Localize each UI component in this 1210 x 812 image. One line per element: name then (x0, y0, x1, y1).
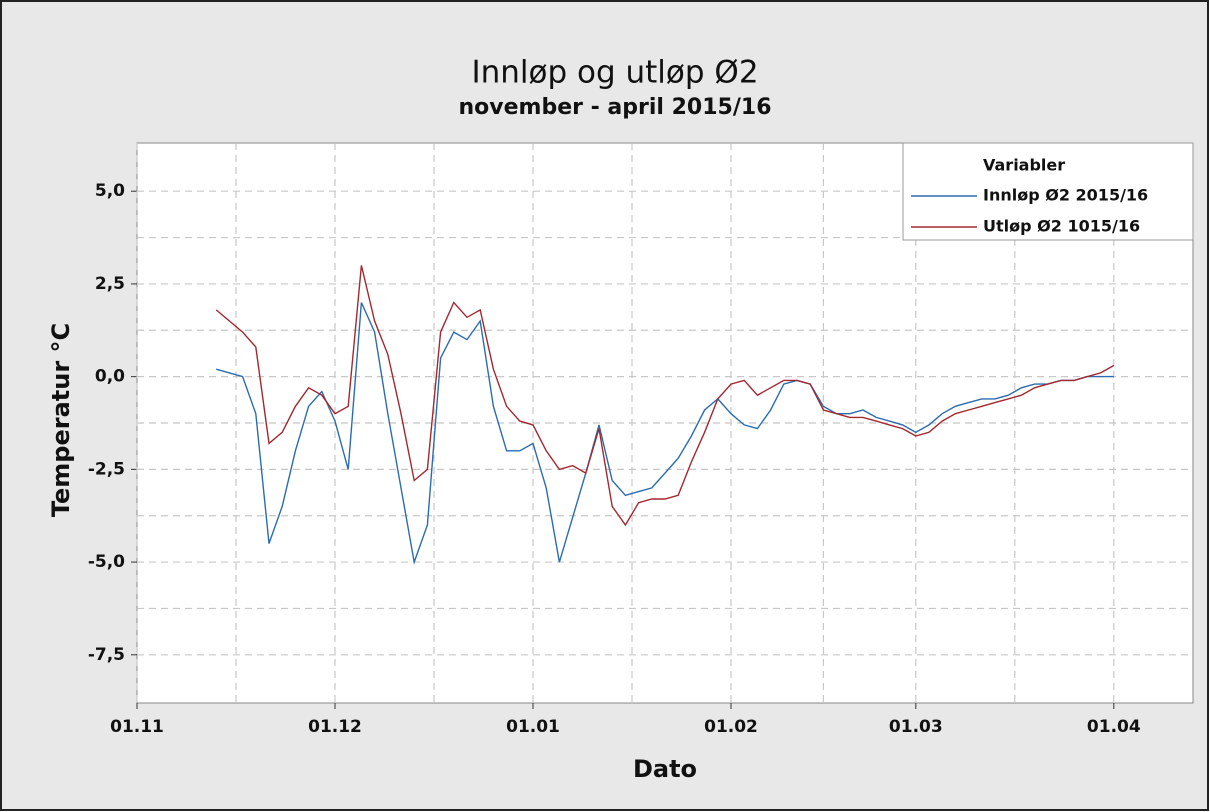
x-tick-label: 01.04 (1087, 717, 1141, 737)
y-tick-label: -7,5 (88, 645, 125, 665)
x-tick-label: 01.02 (704, 717, 758, 737)
legend-label: Innløp Ø2 2015/16 (983, 186, 1148, 205)
y-tick-label: 2,5 (95, 274, 125, 294)
x-tick-label: 01.11 (110, 717, 164, 737)
legend-label: Utløp Ø2 1015/16 (983, 217, 1140, 236)
x-tick-label: 01.12 (308, 717, 362, 737)
x-tick-label: 01.01 (506, 717, 560, 737)
chart-title: Innløp og utløp Ø2 (471, 55, 758, 91)
y-tick-label: 0,0 (95, 367, 125, 387)
y-tick-label: -5,0 (88, 552, 125, 572)
x-axis-label: Dato (633, 755, 697, 783)
y-tick-label: -2,5 (88, 459, 125, 479)
series-line (216, 302, 1114, 565)
y-tick-label: 5,0 (95, 181, 125, 201)
y-axis-label: Temperatur °C (47, 323, 75, 517)
series-line (215, 265, 1115, 527)
legend-box (902, 142, 1194, 241)
chart-subtitle: november - april 2015/16 (459, 95, 772, 120)
legend-title: Variabler (983, 156, 1065, 175)
x-tick-label: 01.03 (889, 717, 943, 737)
